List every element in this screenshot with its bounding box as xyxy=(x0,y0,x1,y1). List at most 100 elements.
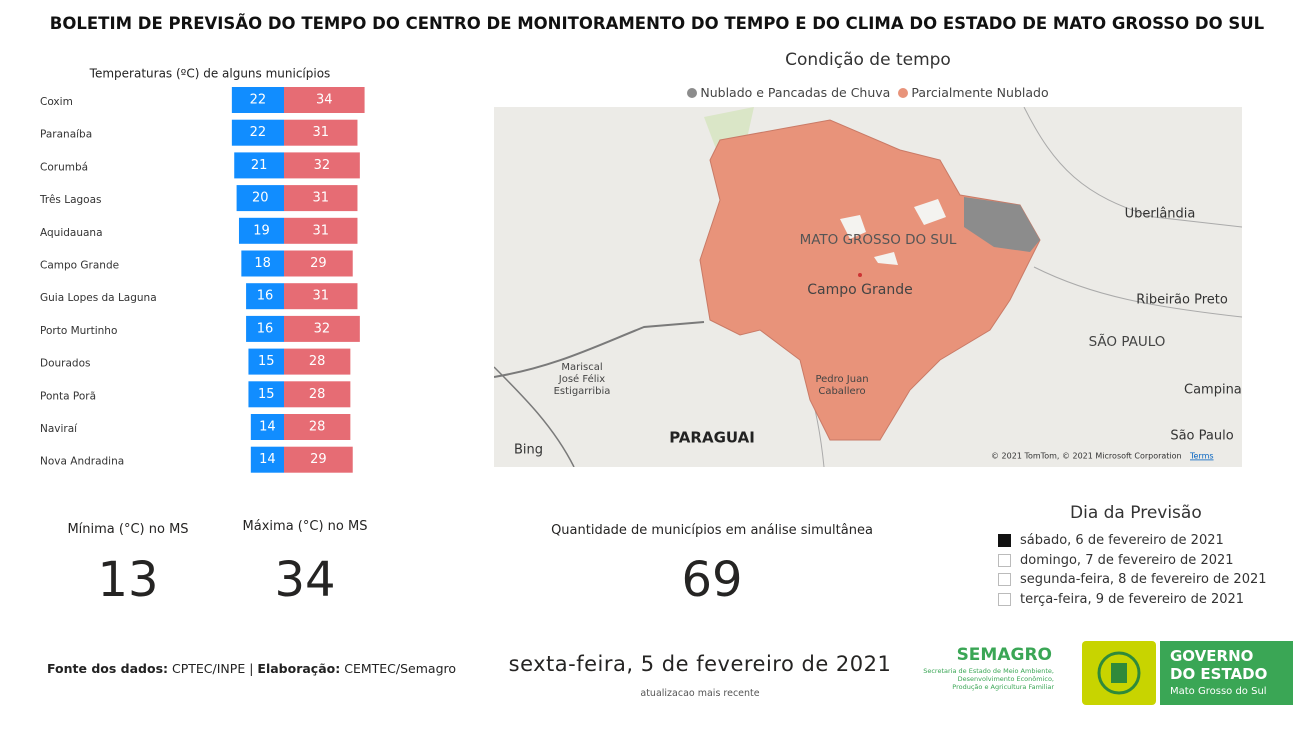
map-label: São Paulo xyxy=(1170,429,1233,444)
legend-swatch xyxy=(687,87,698,98)
border xyxy=(1023,107,1242,228)
bar-min xyxy=(248,381,284,408)
bar-min xyxy=(250,446,284,473)
map-label: Campo Grande xyxy=(807,282,912,298)
border xyxy=(494,366,575,467)
map: MATO GROSSO DO SUL Campo Grande Uberlând… xyxy=(494,107,1242,467)
category-label: Naviraí xyxy=(40,423,78,435)
title: BOLETIM DE PREVISÃO DO TEMPO DO CENTRO D… xyxy=(49,14,1265,33)
border xyxy=(494,321,705,378)
text: Desenvolvimento Econômico, xyxy=(957,675,1054,683)
option-label: domingo, 7 de fevereiro de 2021 xyxy=(1020,552,1234,568)
bar-max xyxy=(284,381,351,408)
legend-item: Parcialmente Nublado xyxy=(898,85,1049,100)
kpi-label: Máxima (°C) no MS xyxy=(242,519,368,534)
category-label: Aquidauana xyxy=(40,227,103,239)
data-label: 19 xyxy=(253,223,270,238)
bar-max xyxy=(284,119,358,146)
temperature-chart: Temperaturas (ºC) de alguns municípios C… xyxy=(39,67,365,473)
text: Secretaria de Estado de Meio Ambiente, xyxy=(923,667,1054,675)
state-region xyxy=(699,119,1041,441)
bar-max xyxy=(284,348,351,375)
date: sexta-feira, 5 de fevereiro de 2021 xyxy=(508,652,892,676)
logo-text: Mato Grosso do Sul xyxy=(1170,686,1267,697)
data-label: 15 xyxy=(258,387,275,402)
state-region xyxy=(964,197,1040,252)
text: Elaboração: xyxy=(257,661,341,676)
category-label: Campo Grande xyxy=(40,260,119,272)
data-label: 18 xyxy=(254,256,271,271)
map-legend: Nublado e Pancadas de Chuva Parcialmente… xyxy=(494,85,1242,100)
text: | xyxy=(249,661,254,676)
data-label: 22 xyxy=(250,93,267,108)
bar-max xyxy=(284,87,365,113)
data-label: 32 xyxy=(314,321,331,336)
checkbox[interactable] xyxy=(998,534,1011,548)
crest xyxy=(1082,641,1156,705)
checkbox[interactable] xyxy=(998,592,1011,606)
governo-logo: GOVERNO DO ESTADO Mato Grosso do Sul xyxy=(1160,641,1293,705)
updated: atualizacao mais recente xyxy=(640,688,760,699)
option-label: segunda-feira, 8 de fevereiro de 2021 xyxy=(1020,572,1267,588)
text: DO ESTADO xyxy=(1170,665,1268,683)
category-label: Dourados xyxy=(40,358,90,370)
checkbox[interactable] xyxy=(998,553,1011,567)
data-label: 29 xyxy=(310,452,327,467)
option-label: terça-feira, 9 de fevereiro de 2021 xyxy=(1020,591,1245,607)
logo-text: Secretaria de Estado de Meio Ambiente, De… xyxy=(912,667,1054,691)
data-label: 15 xyxy=(258,354,275,369)
bar-min xyxy=(234,152,284,179)
data-label: 31 xyxy=(312,125,329,140)
kpi-label: Quantidade de municípios em análise simu… xyxy=(551,523,873,538)
text: Fonte dos dados: xyxy=(47,661,169,676)
bar-min xyxy=(241,250,284,277)
map-label: José Félix xyxy=(558,373,606,385)
bar-max xyxy=(284,283,358,310)
bar-min xyxy=(238,217,284,244)
legend-label: Parcialmente Nublado xyxy=(911,85,1049,100)
checkbox[interactable] xyxy=(998,573,1011,587)
city-dot xyxy=(858,273,862,277)
data-label: 22 xyxy=(250,125,267,140)
bar-min xyxy=(231,87,284,113)
data-label: 31 xyxy=(312,223,329,238)
legend-swatch xyxy=(898,87,909,98)
bar-min xyxy=(236,185,284,212)
bar-max xyxy=(284,250,353,277)
data-label: 21 xyxy=(251,158,268,173)
bar-max xyxy=(284,217,358,244)
text: GOVERNO xyxy=(1170,647,1254,665)
border xyxy=(1033,266,1242,318)
bar-max xyxy=(284,446,353,473)
category-label: Paranaíba xyxy=(40,129,92,141)
bar-max xyxy=(284,152,360,179)
text: Produção e Agricultura Familiar xyxy=(952,683,1054,691)
map-label: Pedro Juan xyxy=(815,374,868,385)
legend-item: Nublado e Pancadas de Chuva xyxy=(687,85,890,100)
data-label: 28 xyxy=(309,420,326,435)
slicer-option[interactable]: terça-feira, 9 de fevereiro de 2021 xyxy=(998,590,1267,610)
kpi-value: 34 xyxy=(274,552,336,608)
data-label: 16 xyxy=(257,289,274,304)
category-label: Ponta Porã xyxy=(40,390,96,402)
bar-min xyxy=(246,283,284,310)
bar-min xyxy=(248,348,284,375)
slicer-option[interactable]: segunda-feira, 8 de fevereiro de 2021 xyxy=(998,570,1267,590)
map-label: Mariscal xyxy=(561,362,602,373)
crest-icon xyxy=(1097,651,1141,695)
map-label: Ribeirão Preto xyxy=(1136,293,1228,308)
kpi-label: Mínima (°C) no MS xyxy=(67,522,189,537)
category-label: Três Lagoas xyxy=(39,194,102,206)
data-label: 14 xyxy=(259,452,276,467)
data-label: 20 xyxy=(252,191,269,206)
map-label: Campina xyxy=(1184,383,1242,398)
slicer-option[interactable]: sábado, 6 de fevereiro de 2021 xyxy=(998,531,1267,551)
slicer-option[interactable]: domingo, 7 de fevereiro de 2021 xyxy=(998,551,1267,571)
semagro-logo: SEMAGRO Secretaria de Estado de Meio Amb… xyxy=(912,645,1054,691)
map-terms[interactable]: Terms xyxy=(1189,452,1214,461)
map-label: MATO GROSSO DO SUL xyxy=(800,232,957,248)
chart-title: Temperaturas (ºC) de alguns municípios xyxy=(89,67,331,81)
category-label: Coxim xyxy=(40,96,73,108)
bar-max xyxy=(284,414,351,440)
